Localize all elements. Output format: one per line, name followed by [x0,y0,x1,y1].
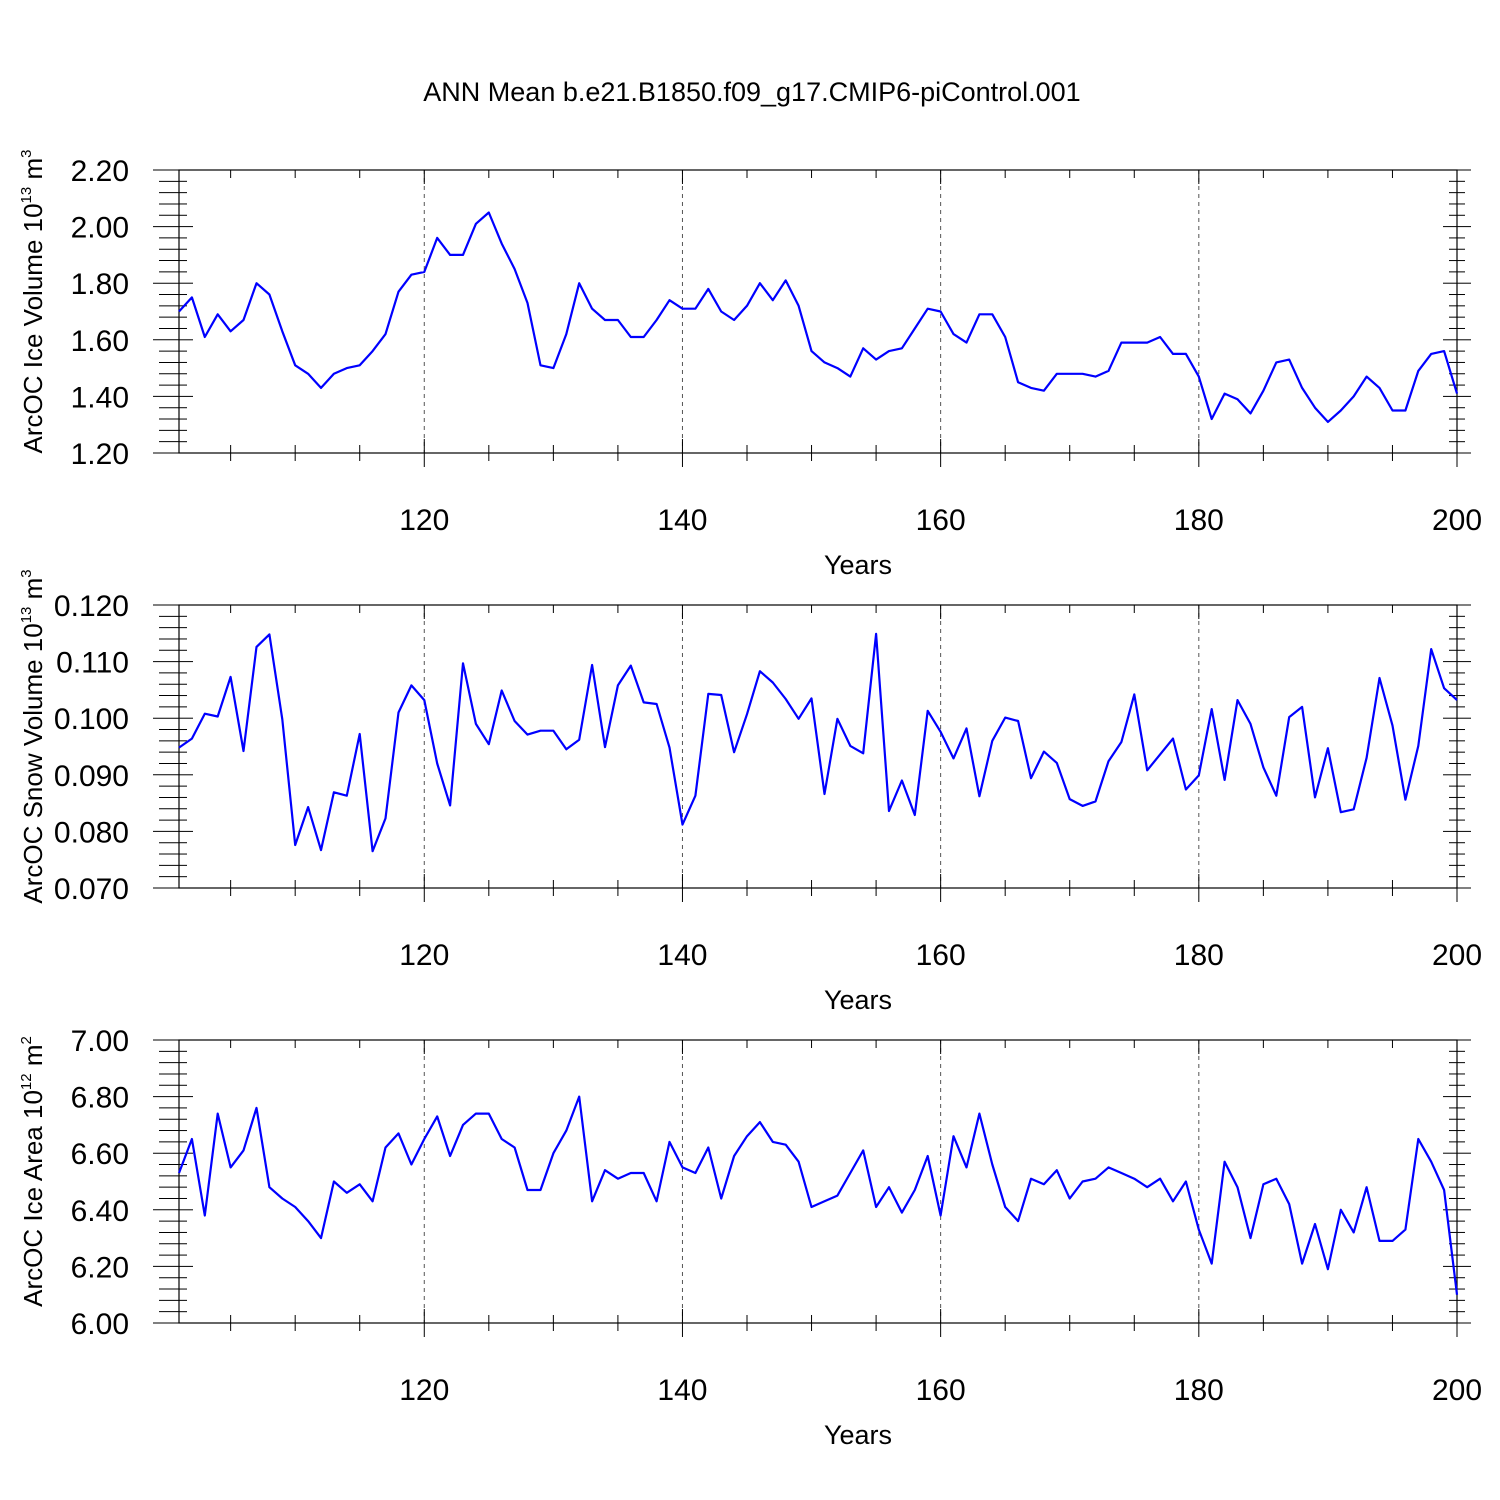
x-tick-label: 120 [399,1374,449,1407]
y-tick-label: 1.40 [71,381,129,414]
y-tick-label: 6.00 [71,1308,129,1341]
y-tick-label: 0.090 [54,760,129,793]
x-tick-label: 200 [1432,939,1482,972]
y-tick-label: 2.20 [71,155,129,188]
y-tick-label: 6.60 [71,1138,129,1171]
x-tick-label: 140 [657,1374,707,1407]
x-tick-label: 120 [399,504,449,537]
y-tick-label: 0.120 [54,590,129,623]
y-tick-label: 1.20 [71,438,129,471]
x-tick-label: 140 [657,504,707,537]
panel-snow-volume: 0.070 0.080 0.090 0.100 0.110 0.120 120 140 160 1… [18,569,1482,1015]
y-tick-label: 6.80 [71,1082,129,1115]
y-tick-label: 6.40 [71,1195,129,1228]
y-tick-label: 0.110 [56,647,129,680]
x-axis-label: Years [824,550,892,580]
plot-frame [178,169,1458,454]
x-tick-label: 180 [1174,504,1224,537]
y-tick-label: 1.60 [71,325,129,358]
y-tick-label: 2.00 [71,212,129,245]
x-tick-label: 160 [916,1374,966,1407]
series-line [177,1095,1459,1295]
panel-ice-volume: 1.20 1.40 1.60 1.80 2.00 2.20 120 140 160 180 200 Y… [18,150,1482,580]
series-line [178,632,1458,853]
y-tick-label: 0.100 [54,703,129,736]
x-axis-label: Years [824,1420,892,1450]
x-axis-label: Years [824,985,892,1015]
y-tick-label: 0.080 [54,816,129,849]
x-tick-label: 140 [657,939,707,972]
y-axis-label: ArcOC Ice Area 1012 m2 [18,1036,48,1307]
panel-ice-area: 6.00 6.20 6.40 6.60 6.80 7.00 120 140 160 180 200 Y… [18,1025,1482,1450]
y-tick-label: 1.80 [71,268,129,301]
x-tick-label: 180 [1174,1374,1224,1407]
x-tick-label: 200 [1432,1374,1482,1407]
y-axis-label: ArcOC Ice Volume 1013 m3 [18,150,48,454]
x-tick-label: 160 [916,939,966,972]
y-axis-label: ArcOC Snow Volume 1013 m3 [18,569,48,903]
x-tick-label: 180 [1174,939,1224,972]
y-tick-label: 0.070 [54,873,129,906]
x-tick-label: 160 [916,504,966,537]
plot-frame [178,1039,1458,1324]
y-tick-label: 7.00 [71,1025,129,1058]
x-tick-label: 200 [1432,504,1482,537]
x-tick-label: 120 [399,939,449,972]
chart-title: ANN Mean b.e21.B1850.f09_g17.CMIP6-piCon… [423,77,1080,107]
series-line [178,211,1459,423]
y-tick-label: 6.20 [71,1251,129,1284]
